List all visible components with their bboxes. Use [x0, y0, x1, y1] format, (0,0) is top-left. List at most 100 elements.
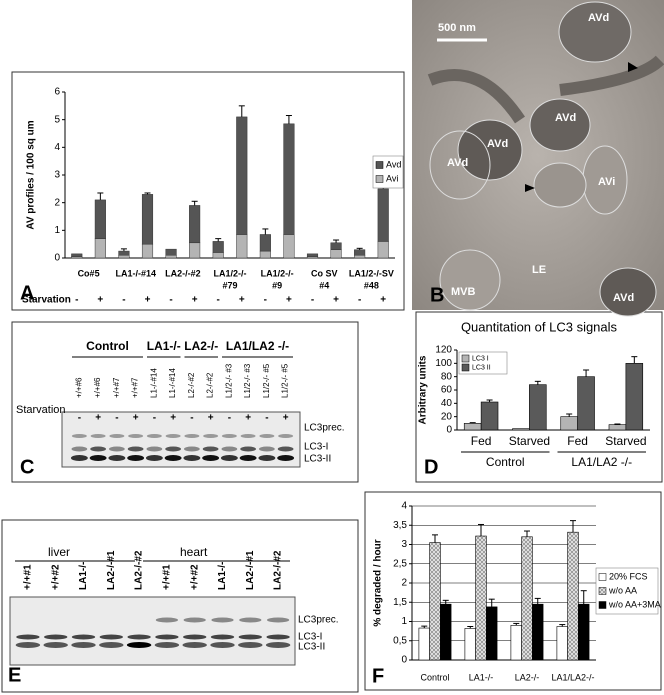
x-tick-label: LA1/2-/-SV	[349, 268, 394, 278]
em-label: AVd	[588, 12, 609, 24]
em-label: AVd	[555, 112, 576, 124]
y-tick-label: 3	[401, 539, 407, 550]
bar	[532, 603, 544, 661]
band	[184, 434, 200, 438]
row-sign: -	[169, 295, 172, 306]
band	[165, 434, 181, 438]
bar	[480, 401, 499, 431]
bar-segment	[259, 250, 271, 259]
legend-swatch	[461, 363, 470, 372]
row-sign: +	[245, 413, 251, 424]
x-tick-label: LA1/2-/-	[213, 268, 246, 278]
bar	[567, 531, 579, 661]
x-tick-label: LA1-/-#14	[115, 268, 156, 278]
band-label: LC3-I	[304, 442, 328, 453]
y-tick-label: 4	[54, 142, 60, 153]
bar	[608, 424, 627, 431]
lane-label: LA2-/-#1	[245, 550, 256, 590]
y-tick-label: 2	[401, 578, 407, 589]
row-sign: -	[115, 413, 118, 424]
band	[127, 455, 145, 461]
band	[16, 634, 40, 640]
lane-label: LA1-/-	[217, 562, 228, 590]
row-sign: +	[133, 413, 139, 424]
x-tick-label: Starved	[605, 434, 646, 448]
x-tick-label: LA2-/-#2	[165, 268, 201, 278]
band	[202, 455, 220, 461]
y-tick-label: 80	[441, 371, 453, 382]
legend-swatch	[375, 161, 384, 169]
band-label: LC3-II	[304, 454, 331, 465]
band	[202, 446, 219, 452]
x-tick-label: Fed	[567, 434, 588, 448]
row-sign: +	[380, 295, 386, 306]
band	[210, 634, 235, 640]
x-tick-label: LA2-/-	[515, 672, 540, 682]
lane-label: LA1-/-	[78, 562, 89, 590]
band	[109, 446, 125, 452]
band-label: LC3-II	[298, 642, 325, 653]
lane-label: +/+#2	[189, 564, 200, 590]
band	[266, 617, 290, 623]
bar	[556, 626, 568, 661]
lane-label: L1-/-#14	[149, 368, 158, 398]
x-tick-label: #79	[222, 280, 237, 290]
band	[15, 642, 41, 648]
em-label: AVd	[613, 292, 634, 304]
row-sign: -	[311, 295, 314, 306]
row-sign: +	[333, 295, 339, 306]
band	[220, 455, 238, 461]
row-sign: -	[265, 413, 268, 424]
lane-label: L1/2-/- #3	[224, 363, 233, 398]
tissue-label: liver	[48, 545, 70, 559]
y-tick-label: 1	[401, 616, 407, 627]
band	[239, 617, 262, 623]
row-sign: -	[190, 413, 193, 424]
bar	[625, 363, 644, 431]
y-tick-label: 0	[54, 253, 60, 264]
band	[258, 455, 276, 461]
lane-label: +/+#7	[112, 377, 121, 398]
x-tick-label: #9	[272, 280, 282, 290]
bar-segment	[71, 253, 83, 257]
lane-label: LA2-/-#2	[273, 550, 284, 590]
legend-swatch	[375, 175, 384, 183]
band	[70, 455, 88, 461]
y-tick-label: 20	[441, 411, 453, 422]
band	[277, 446, 294, 452]
y-tick-label: 5	[54, 114, 60, 125]
bar	[578, 603, 590, 661]
band	[71, 434, 87, 438]
band	[183, 634, 207, 640]
x-tick-label: LA1/LA2-/-	[551, 672, 594, 682]
panel-letter: E	[8, 664, 21, 686]
row-label: Starvation	[22, 295, 71, 306]
chart-title: Quantitation of LC3 signals	[461, 319, 618, 334]
lane-label: LA2-/-#2	[134, 550, 145, 590]
panel-c-frame	[11, 321, 359, 483]
bar-segment	[330, 249, 342, 259]
bar-segment	[212, 252, 224, 259]
panel-d-frame	[415, 311, 663, 483]
band	[238, 642, 263, 648]
band	[183, 617, 206, 623]
panel-f-frame	[364, 491, 662, 691]
y-tick-label: 1,5	[393, 597, 407, 608]
bar	[464, 628, 476, 661]
bar	[429, 542, 441, 661]
membrane	[427, 55, 664, 124]
bar-segment	[94, 199, 106, 239]
band	[240, 446, 256, 452]
row-sign: +	[95, 413, 101, 424]
group-label: Control	[86, 339, 129, 353]
panel-e-frame	[1, 519, 359, 693]
row-sign: +	[239, 295, 245, 306]
bar-segment	[283, 234, 295, 259]
legend-frame	[595, 567, 659, 615]
bar	[475, 535, 487, 661]
bar-segment	[354, 249, 366, 256]
legend-label: Avd	[386, 159, 401, 169]
x-tick-label: Starved	[509, 434, 550, 448]
group-label: LA2-/-	[184, 339, 218, 353]
bar	[521, 536, 533, 661]
